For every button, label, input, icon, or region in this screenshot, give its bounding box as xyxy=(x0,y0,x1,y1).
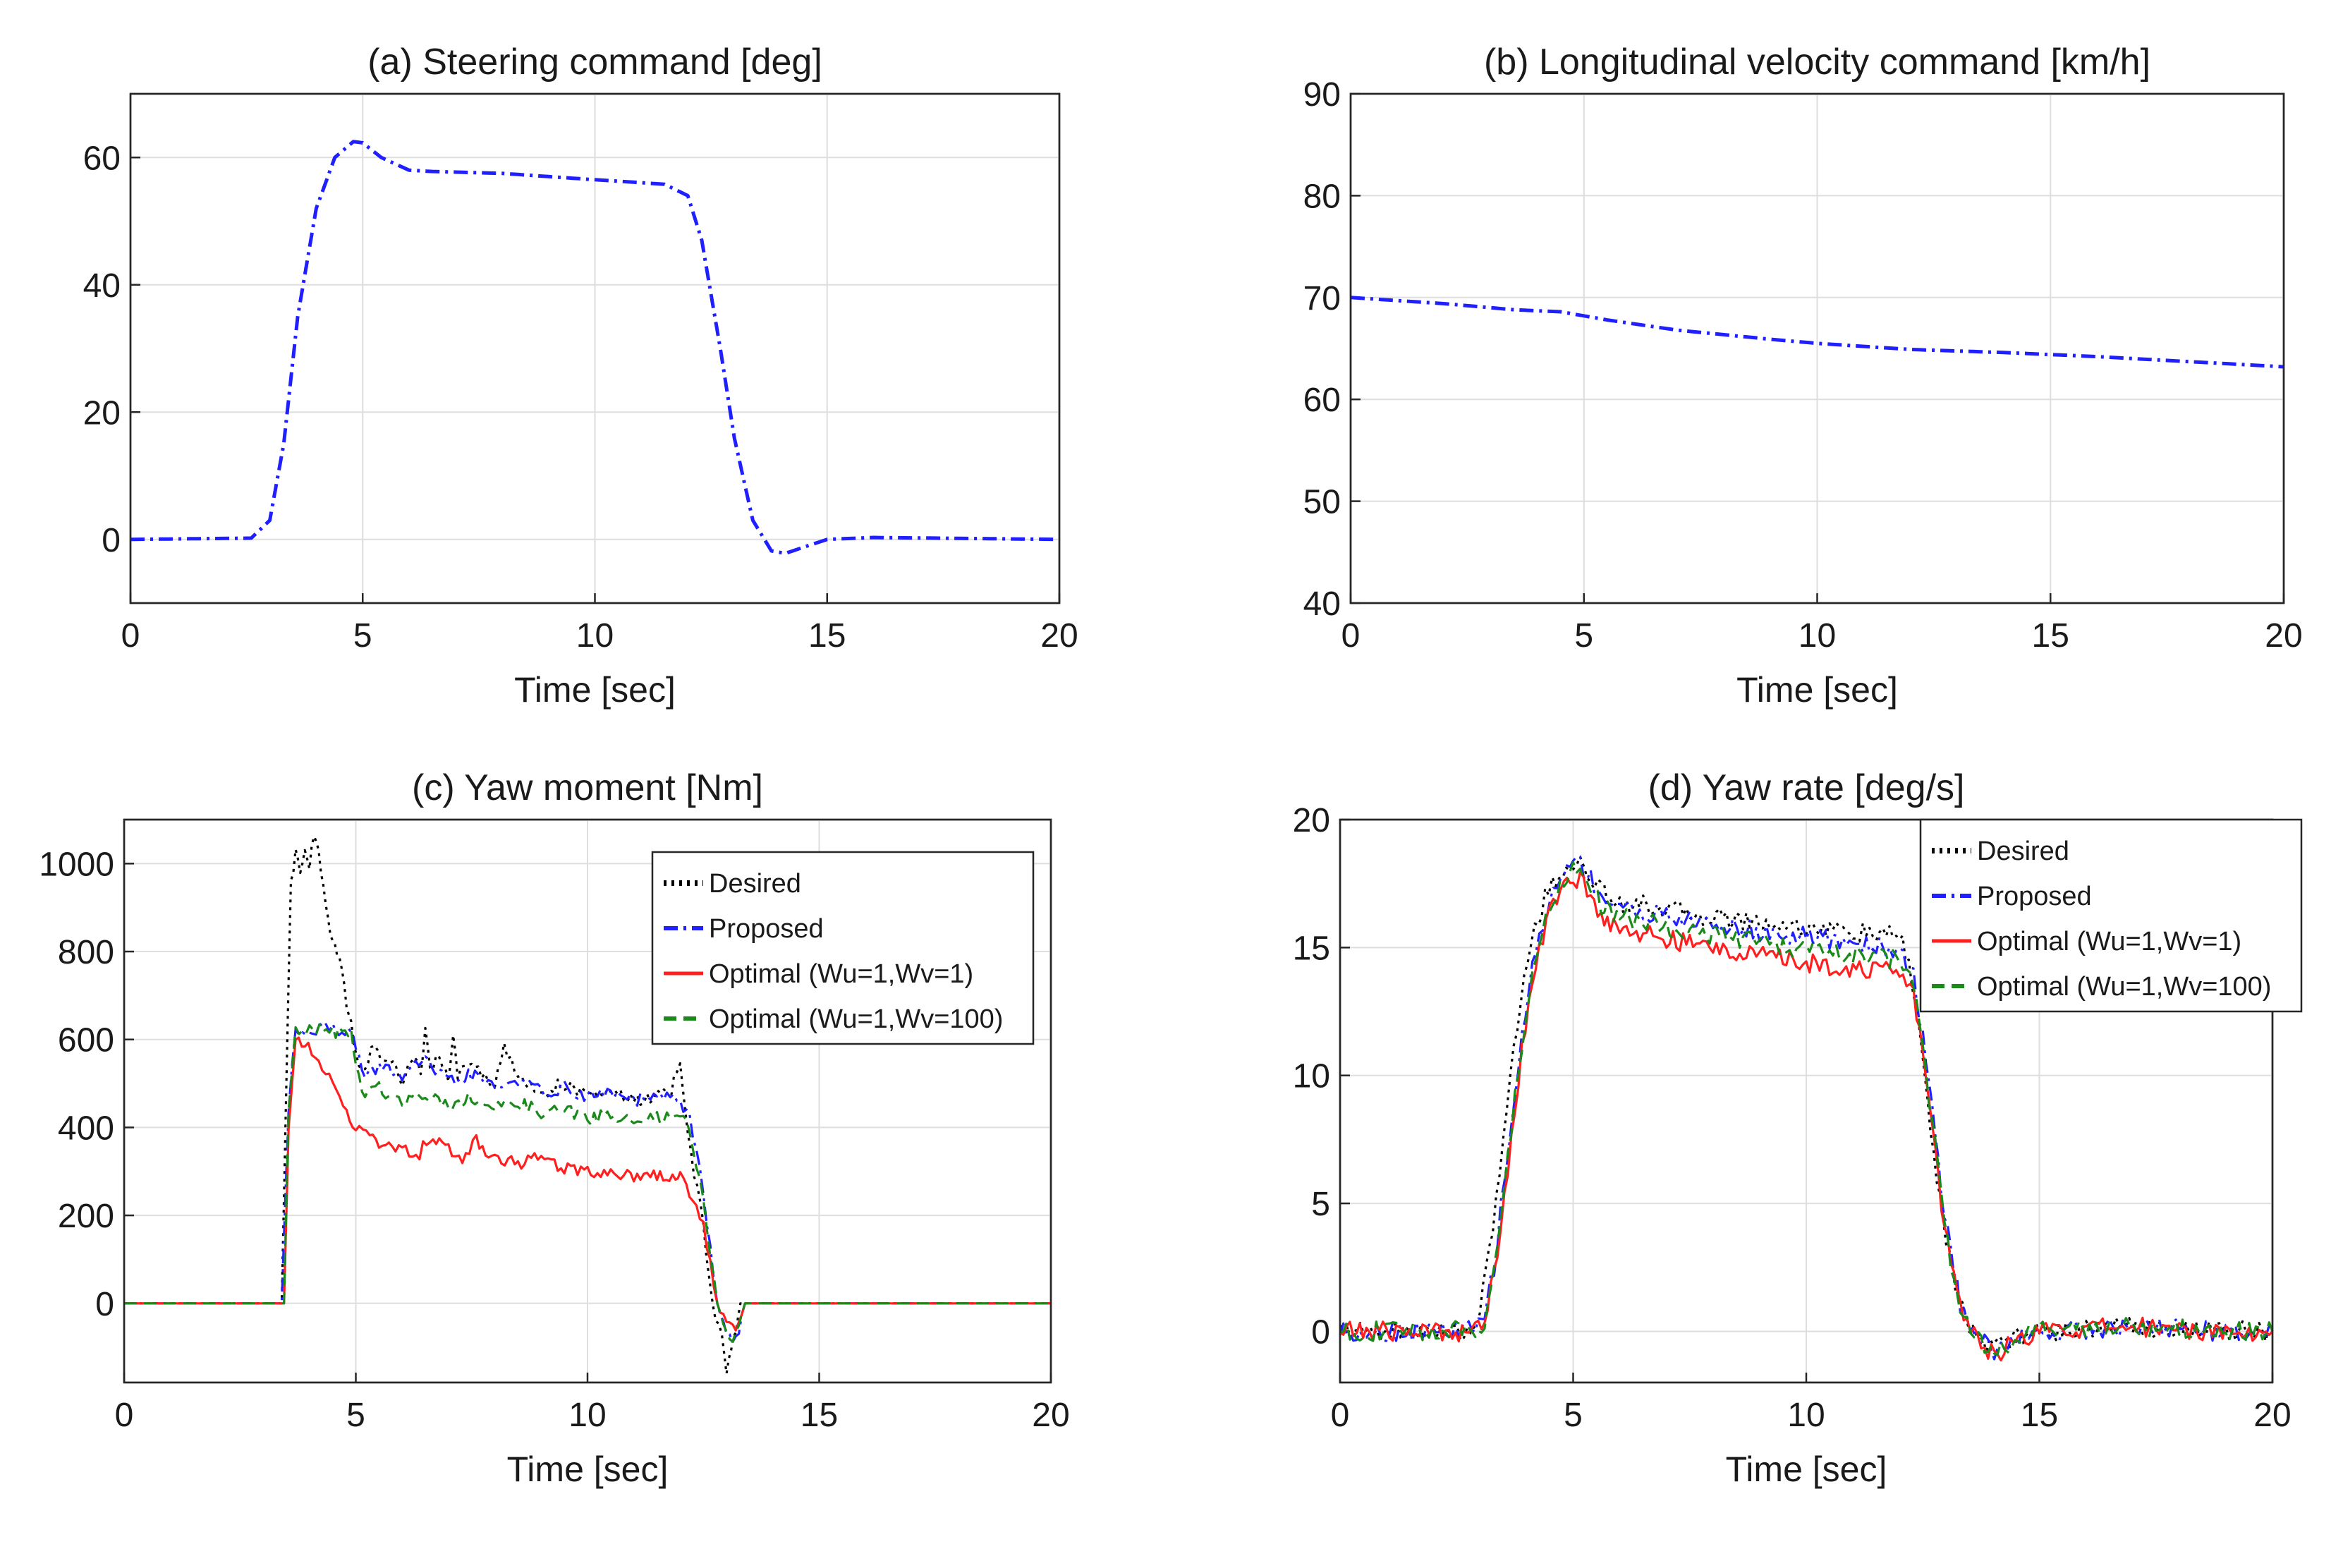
series-line-optimal-wu-1-wv-1- xyxy=(124,1036,1051,1332)
legend: Desired Proposed Optimal (Wu=1,Wv=1) Optima… xyxy=(1919,818,2303,1013)
x-tick-label: 0 xyxy=(1341,617,1361,655)
legend-label: Optimal (Wu=1,Wv=100) xyxy=(1977,972,2271,1002)
chart-b: 0 5 10 15 20 40 50 60 70 80 90 (b) Longitudinal vel… xyxy=(1303,42,2303,710)
chart-title: (d) Yaw rate [deg/s] xyxy=(1648,767,1965,808)
chart-title: (a) Steering command [deg] xyxy=(367,42,822,83)
legend-label: Desired xyxy=(709,869,801,899)
x-tick-label: 15 xyxy=(808,617,846,655)
y-tick-label: 0 xyxy=(95,1286,114,1323)
series-line-proposed xyxy=(1339,855,2274,1361)
series-line-desired xyxy=(1339,855,2274,1353)
x-axis-label: Time [sec] xyxy=(1726,1450,1887,1489)
y-tick-label: 70 xyxy=(1303,280,1341,317)
chart-title: (b) Longitudinal velocity command [km/h] xyxy=(1484,42,2150,83)
y-tick-label: 50 xyxy=(1303,484,1341,521)
y-tick-label: 40 xyxy=(1303,585,1341,623)
legend-label: Proposed xyxy=(709,914,824,944)
y-tick-label: 80 xyxy=(1303,178,1341,215)
x-tick-label: 5 xyxy=(1564,1397,1583,1434)
y-tick-label: 60 xyxy=(83,140,121,177)
x-tick-label: 10 xyxy=(1787,1397,1825,1434)
series-line-steering-command xyxy=(130,140,1060,556)
x-tick-label: 5 xyxy=(1574,617,1593,655)
legend-label: Optimal (Wu=1,Wv=1) xyxy=(1977,927,2241,956)
x-axis-label: Time [sec] xyxy=(507,1450,669,1489)
x-tick-label: 15 xyxy=(801,1397,838,1434)
x-tick-label: 10 xyxy=(576,617,614,655)
chart-title: (c) Yaw moment [Nm] xyxy=(412,767,763,808)
x-tick-label: 5 xyxy=(353,617,372,655)
legend: Desired Proposed Optimal (Wu=1,Wv=1) Optima… xyxy=(651,851,1035,1045)
x-tick-label: 20 xyxy=(1040,617,1078,655)
x-tick-label: 15 xyxy=(2032,617,2069,655)
x-tick-label: 20 xyxy=(2253,1397,2291,1434)
y-tick-label: 0 xyxy=(102,522,121,559)
legend-label: Proposed xyxy=(1977,882,2092,911)
legend-box xyxy=(651,851,1035,1045)
x-axis-label: Time [sec] xyxy=(514,670,676,710)
x-tick-label: 5 xyxy=(346,1397,365,1434)
y-tick-label: 5 xyxy=(1311,1186,1330,1223)
x-tick-label: 20 xyxy=(1032,1397,1069,1434)
x-tick-label: 10 xyxy=(568,1397,606,1434)
y-tick-label: 40 xyxy=(83,267,121,305)
y-tick-label: 600 xyxy=(58,1022,114,1059)
y-tick-label: 10 xyxy=(1293,1058,1330,1095)
axis-frame xyxy=(123,818,1052,1384)
x-tick-label: 0 xyxy=(121,617,140,655)
series-line-optimal-wu-1-wv-100- xyxy=(124,1023,1051,1343)
legend-box xyxy=(1919,818,2303,1013)
y-tick-label: 0 xyxy=(1311,1313,1330,1351)
legend-label: Optimal (Wu=1,Wv=100) xyxy=(709,1004,1003,1034)
axis-frame xyxy=(1339,818,2274,1384)
x-tick-label: 0 xyxy=(115,1397,134,1434)
axis-frame xyxy=(129,92,1061,604)
y-tick-label: 20 xyxy=(1293,802,1330,839)
y-tick-label: 15 xyxy=(1293,930,1330,967)
x-tick-label: 20 xyxy=(2265,617,2302,655)
series-line-optimal-wu-1-wv-100- xyxy=(1339,861,2274,1356)
x-tick-label: 10 xyxy=(1799,617,1836,655)
chart-a: 0 5 10 15 20 0 20 40 60 (a) Steering command [deg… xyxy=(83,42,1078,710)
y-tick-label: 90 xyxy=(1303,76,1341,114)
axis-frame xyxy=(1349,92,2285,604)
chart-d: 0 5 10 15 20 0 5 10 15 20 (d) Yaw rate [deg/s] Time… xyxy=(1293,767,2303,1489)
legend-label: Desired xyxy=(1977,837,2069,866)
y-tick-label: 60 xyxy=(1303,382,1341,419)
y-tick-label: 1000 xyxy=(39,846,114,883)
x-tick-label: 15 xyxy=(2021,1397,2058,1434)
y-tick-label: 20 xyxy=(83,394,121,432)
x-axis-label: Time [sec] xyxy=(1736,670,1898,710)
y-tick-label: 800 xyxy=(58,934,114,971)
y-tick-label: 200 xyxy=(58,1198,114,1235)
x-tick-label: 0 xyxy=(1331,1397,1350,1434)
y-tick-label: 400 xyxy=(58,1110,114,1147)
legend-label: Optimal (Wu=1,Wv=1) xyxy=(709,959,973,989)
